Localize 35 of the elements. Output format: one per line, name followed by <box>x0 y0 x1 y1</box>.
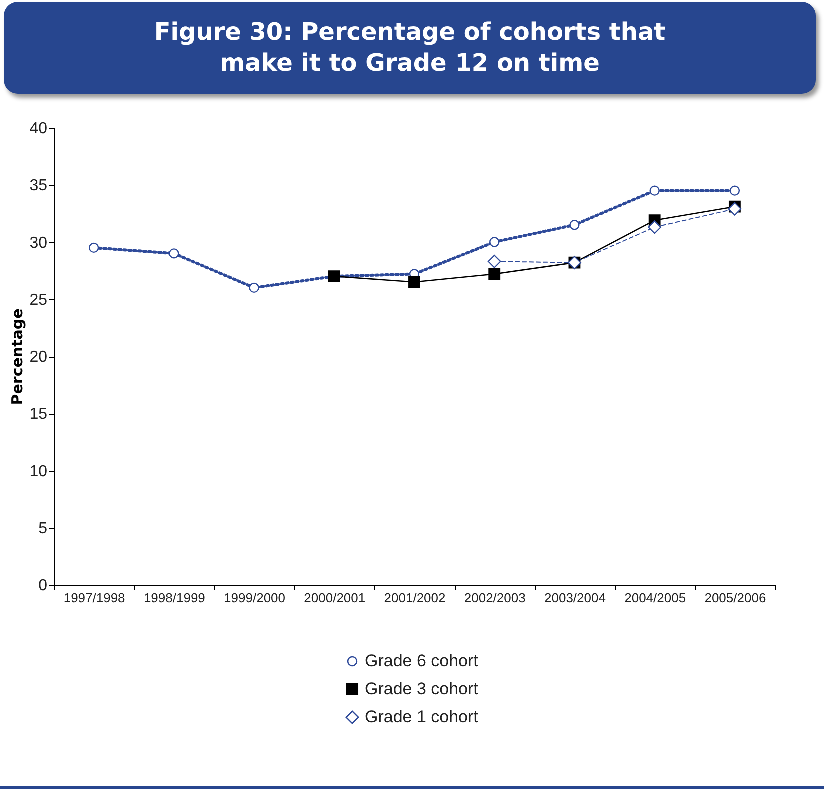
point <box>488 254 502 268</box>
chart-title: Figure 30: Percentage of cohorts that make it to Grade 12 on time <box>153 17 667 79</box>
x-tick-label: 1997/1998 <box>64 590 126 606</box>
y-axis-title: Percentage <box>8 308 27 406</box>
x-tick-label: 2003/2004 <box>544 590 606 606</box>
point <box>570 220 580 230</box>
legend-label: Grade 6 cohort <box>365 652 479 670</box>
point <box>730 186 740 196</box>
x-tick-label: 2001/2002 <box>384 590 446 606</box>
point <box>728 202 742 216</box>
y-tick-label: 40 <box>30 120 48 138</box>
y-tick-label: 30 <box>30 234 48 252</box>
y-tick-label: 10 <box>30 463 48 480</box>
point <box>88 242 100 254</box>
point <box>249 282 260 294</box>
legend-label: Grade 3 cohort <box>365 680 479 698</box>
y-tick-label: 25 <box>30 292 48 309</box>
x-tick-label: 2005/2006 <box>704 590 766 606</box>
x-tick-label: 1999/2000 <box>224 590 286 606</box>
y-tick-label: 15 <box>30 406 48 424</box>
y-tick-label: 35 <box>30 178 48 195</box>
y-tick-label: 20 <box>30 349 48 366</box>
x-tick-label: 2004/2005 <box>624 590 686 606</box>
point <box>169 248 180 259</box>
x-tick-label: 2000/2001 <box>304 590 366 606</box>
x-tick-label: 2002/2003 <box>464 590 526 606</box>
point <box>488 268 501 280</box>
point <box>490 237 500 248</box>
point <box>650 186 660 196</box>
point <box>408 276 420 288</box>
y-tick-label: 0 <box>38 578 48 594</box>
legend-label: Grade 1 cohort <box>365 708 479 726</box>
point <box>648 220 662 234</box>
x-tick-label: 1998/1999 <box>144 590 206 606</box>
y-tick-label: 5 <box>38 520 48 538</box>
